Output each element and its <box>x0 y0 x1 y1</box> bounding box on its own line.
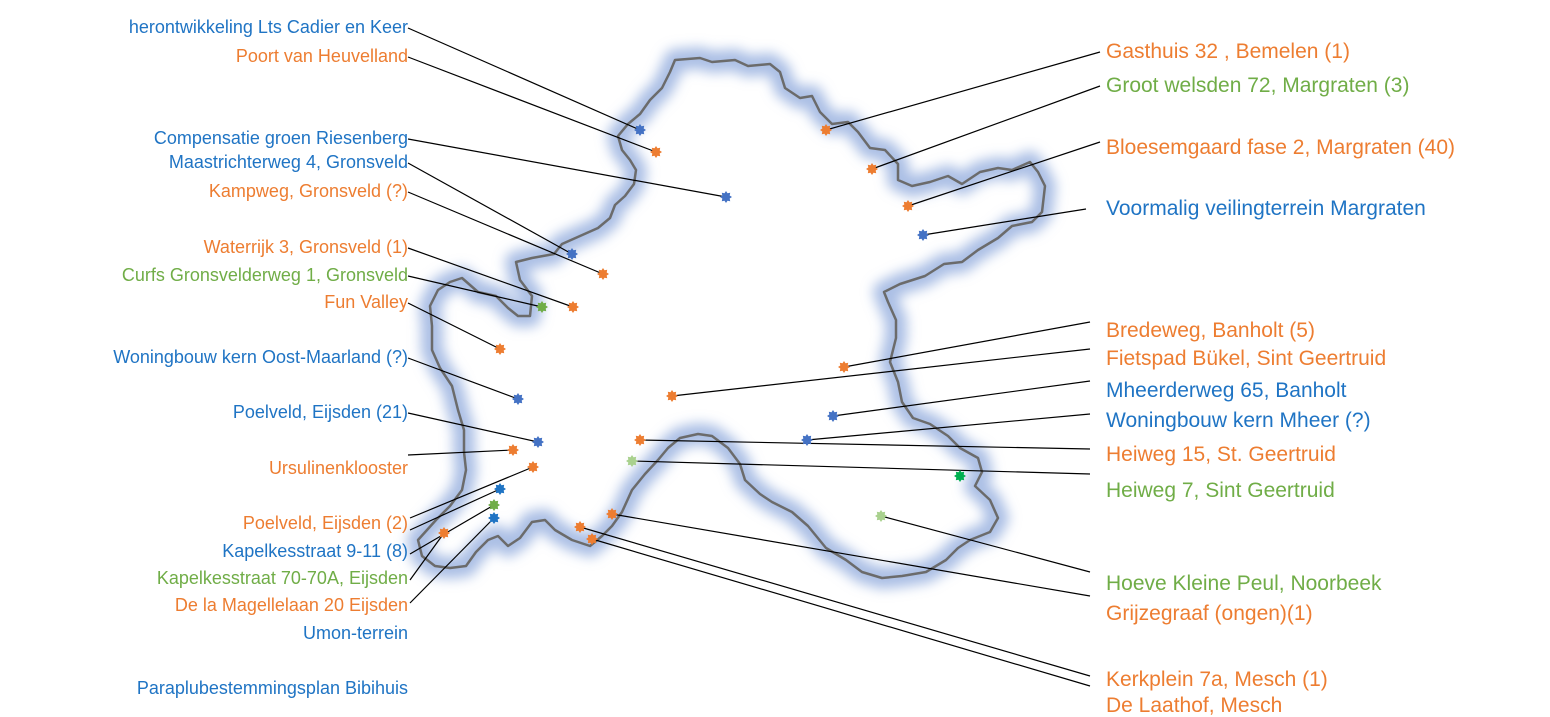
location-label: Fietspad Bükel, Sint Geertruid <box>1106 348 1386 369</box>
location-label: Poort van Heuvelland <box>236 47 408 65</box>
location-label: Poelveld, Eijsden (2) <box>243 514 408 532</box>
location-label: Kerkplein 7a, Mesch (1) <box>1106 669 1328 690</box>
location-label: Heiweg 7, Sint Geertruid <box>1106 480 1335 501</box>
location-label: Paraplubestemmingsplan Bibihuis <box>137 679 408 697</box>
location-label: Heiweg 15, St. Geertruid <box>1106 444 1336 465</box>
location-label: Kapelkesstraat 70-70A, Eijsden <box>157 569 408 587</box>
location-label: Bloesemgaard fase 2, Margraten (40) <box>1106 137 1455 158</box>
location-label: De la Magellelaan 20 Eijsden <box>175 596 408 614</box>
location-label: Bredeweg, Banholt (5) <box>1106 320 1315 341</box>
location-label: Kapelkesstraat 9-11 (8) <box>222 542 408 560</box>
location-label: Fun Valley <box>324 293 408 311</box>
location-label: Gasthuis 32 , Bemelen (1) <box>1106 41 1350 62</box>
location-label: Voormalig veilingterrein Margraten <box>1106 198 1426 219</box>
location-label: Compensatie groen Riesenberg <box>154 129 408 147</box>
location-label: De Laathof, Mesch <box>1106 695 1282 716</box>
location-label: Grijzegraaf (ongen)(1) <box>1106 603 1313 624</box>
location-label: Ursulinenklooster <box>269 459 408 477</box>
location-label: Curfs Gronsvelderweg 1, Gronsveld <box>122 266 408 284</box>
location-label: Maastrichterweg 4, Gronsveld <box>169 153 408 171</box>
location-label: Kampweg, Gronsveld (?) <box>209 182 408 200</box>
location-label: Woningbouw kern Mheer (?) <box>1106 410 1371 431</box>
location-label: Groot welsden 72, Margraten (3) <box>1106 75 1409 96</box>
location-label: Waterrijk 3, Gronsveld (1) <box>204 238 408 256</box>
location-label: Poelveld, Eijsden (21) <box>233 403 408 421</box>
location-label: Woningbouw kern Oost-Maarland (?) <box>113 348 408 366</box>
location-label: herontwikkeling Lts Cadier en Keer <box>129 18 408 36</box>
location-label: Hoeve Kleine Peul, Noorbeek <box>1106 573 1382 594</box>
location-label: Mheerderweg 65, Banholt <box>1106 380 1347 401</box>
location-label: Umon-terrein <box>303 624 408 642</box>
